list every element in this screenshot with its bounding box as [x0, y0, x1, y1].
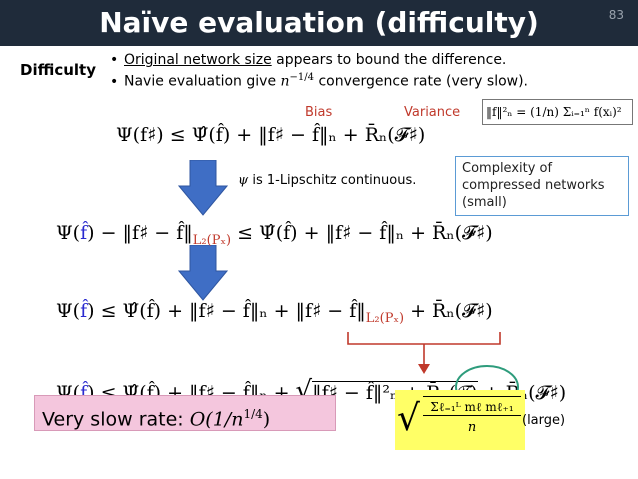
eq-part: Ψ(: [56, 300, 81, 322]
lipschitz-note: ψ is 1-Lipschitz continuous.: [238, 173, 416, 188]
eq-part: ≤ Ψ̂(f̂) + ‖f♯ − f̂‖ₙ + R̄ₙ(𝓕♯): [231, 222, 493, 244]
eq-f-hat: f̂: [80, 222, 88, 244]
sqrt-denominator: n: [467, 420, 477, 435]
complexity-line: compressed networks: [462, 178, 605, 193]
eq-f-hat: f̂: [80, 300, 88, 322]
complexity-box: Complexity of compressed networks (small…: [455, 156, 629, 216]
math-n: n: [280, 73, 290, 90]
sqrt-numerator: Σℓ₌₁ᴸ mℓ mℓ₊₁: [423, 396, 521, 416]
sqrt-complexity-box: √ Σℓ₌₁ᴸ mℓ mℓ₊₁ n: [395, 390, 525, 450]
complexity-line: Complexity of: [462, 161, 553, 176]
sqrt-symbol: √: [397, 398, 420, 439]
eq-part: ) ≤ Ψ̂(f̂) + ‖f♯ − f̂‖ₙ +: [87, 300, 296, 322]
complexity-line: (small): [462, 195, 507, 210]
large-label: (large): [522, 413, 566, 428]
bullet-2: • Navie evaluation give n−1/4 convergence…: [110, 72, 528, 90]
variance-label: Variance: [404, 105, 461, 120]
underlined-text: Original network size: [124, 52, 272, 68]
slow-rate-exp: 1/4: [243, 407, 263, 421]
eq-part: + R̄ₙ(𝓕♯): [404, 300, 493, 322]
eq-subscript: L₂(Pₓ): [365, 310, 405, 326]
eq-part: ‖f♯ − f̂‖: [295, 300, 366, 322]
math-exponent: −1/4: [289, 72, 315, 83]
page-number: 83: [608, 8, 624, 22]
bullet-marker: •: [110, 73, 119, 90]
norm-definition-box: ‖f‖²ₙ = (1/n) Σᵢ₌₁ⁿ f(xᵢ)²: [482, 99, 633, 125]
eq-subscript: L₂(Pₓ): [192, 232, 232, 248]
lipschitz-text: is 1-Lipschitz continuous.: [248, 173, 417, 188]
title-bar: [0, 0, 638, 46]
slow-rate-close: ): [262, 408, 271, 431]
eq-f-hat: f̂: [80, 382, 88, 404]
psi-symbol: ψ: [238, 173, 249, 188]
equation-3: Ψ(f̂) ≤ Ψ̂(f̂) + ‖f♯ − f̂‖ₙ + ‖f♯ − f̂‖L…: [56, 300, 493, 326]
difficulty-label: Difficulty: [20, 61, 96, 79]
slow-rate-box: Very slow rate: O(1/n1/4): [34, 395, 336, 431]
eq-part: Ψ(: [56, 222, 81, 244]
down-arrow-icon: [178, 160, 228, 216]
bullet-marker: •: [110, 52, 119, 68]
slow-rate-text: Very slow rate:: [42, 408, 190, 431]
bullet-text-rest: convergence rate (very slow).: [314, 73, 529, 90]
bias-label: Bias: [305, 105, 333, 120]
red-bracket-arrow: [347, 332, 501, 374]
slow-rate-math: O(1/n: [189, 408, 244, 431]
slide-title: Naïve evaluation (difficulty): [99, 6, 539, 39]
down-arrow-icon: [178, 245, 228, 301]
bullet-text: Navie evaluation give: [124, 73, 281, 90]
bullet-1: • Original network size appears to bound …: [110, 52, 506, 68]
equation-2: Ψ(f̂) − ‖f♯ − f̂‖L₂(Pₓ) ≤ Ψ̂(f̂) + ‖f♯ −…: [56, 222, 493, 248]
equation-1: Ψ(f♯) ≤ Ψ̂(f̂) + ‖f♯ − f̂‖ₙ + R̄ₙ(𝓕♯): [116, 124, 426, 146]
bullet-text: appears to bound the difference.: [271, 52, 507, 68]
eq-part: ) − ‖f♯ − f̂‖: [87, 222, 193, 244]
